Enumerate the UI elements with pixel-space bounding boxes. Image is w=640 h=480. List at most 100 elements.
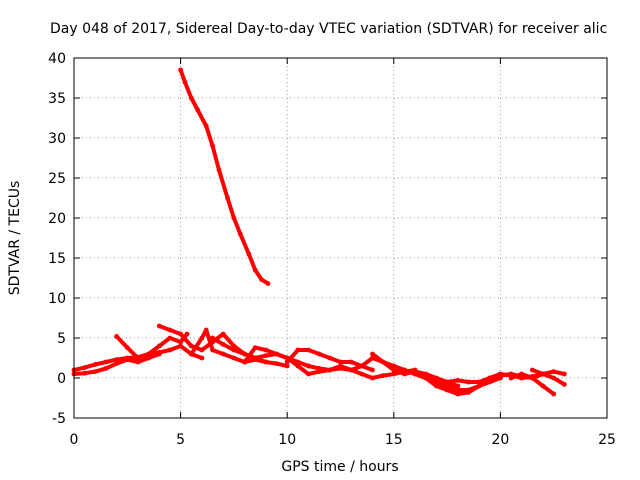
y-axis-label: SDTVAR / TECUs	[7, 181, 23, 296]
data-point-9-8	[391, 371, 397, 377]
y-tick-label: 5	[57, 331, 66, 347]
data-point-2-1	[82, 370, 88, 376]
data-point-10-1	[359, 363, 365, 369]
data-point-7-1	[252, 345, 258, 350]
data-point-13-0	[434, 379, 439, 385]
data-point-3-3	[146, 351, 152, 357]
data-point-11-2	[391, 363, 397, 369]
data-point-13-2	[455, 378, 461, 383]
data-point-9-2	[327, 367, 333, 373]
data-point-7-5	[295, 363, 301, 369]
data-point-1-4	[114, 357, 119, 362]
data-point-4-1	[167, 327, 173, 333]
data-point-15-1	[519, 371, 525, 377]
data-point-2-3	[103, 366, 109, 371]
data-point-9-1	[316, 366, 322, 371]
data-point-6-5	[263, 353, 269, 358]
data-point-5-4	[220, 351, 226, 357]
data-point-0-5	[210, 143, 216, 149]
data-point-4-3	[188, 343, 194, 349]
data-point-5-9	[274, 361, 279, 366]
data-point-5-8	[263, 359, 269, 365]
data-point-5-1	[199, 335, 205, 341]
data-point-9-0	[306, 363, 311, 369]
data-point-8-8	[370, 367, 375, 373]
data-point-8-5	[338, 359, 343, 365]
x-tick-label: 5	[176, 432, 185, 448]
data-point-0-10	[246, 251, 252, 257]
data-point-0-13	[265, 281, 271, 286]
data-point-0-3	[195, 107, 201, 113]
data-point-13-1	[444, 379, 450, 385]
data-point-4-4	[199, 347, 205, 353]
data-point-5-5	[231, 355, 237, 361]
series-line-satellite-arc-high	[178, 68, 270, 286]
data-point-2-8	[156, 351, 162, 357]
data-point-1-9	[167, 347, 173, 353]
data-point-3-4	[156, 343, 162, 349]
y-tick-label: -5	[52, 411, 66, 427]
y-tick-label: 20	[48, 211, 66, 227]
data-point-0-0	[178, 67, 184, 73]
data-point-3-1	[124, 345, 130, 350]
data-point-12-2	[423, 375, 429, 381]
x-tick-label: 20	[491, 432, 509, 448]
data-point-14-1	[498, 373, 503, 378]
data-point-16-0	[530, 367, 535, 373]
data-point-10-4	[391, 367, 397, 373]
data-point-10-7	[423, 371, 429, 377]
data-point-14-0	[487, 375, 493, 381]
data-point-10-10	[455, 383, 461, 389]
data-point-0-8	[231, 215, 237, 221]
data-point-12-4	[444, 387, 450, 393]
data-point-11-8	[455, 387, 461, 393]
data-point-1-12	[199, 355, 205, 361]
data-point-3-2	[135, 355, 141, 361]
data-point-11-0	[370, 351, 375, 357]
y-tick-label: 10	[48, 291, 66, 307]
data-point-6-2	[231, 347, 237, 353]
data-point-7-3	[274, 351, 279, 357]
x-tick-label: 10	[278, 432, 296, 448]
data-point-3-6	[178, 339, 184, 345]
data-point-0-12	[259, 277, 264, 282]
data-point-0-1	[182, 79, 188, 85]
data-point-7-6	[306, 371, 311, 377]
data-point-2-7	[146, 355, 152, 361]
data-point-14-7	[562, 371, 567, 377]
y-tick-label: 30	[48, 131, 66, 147]
data-point-12-1	[412, 371, 418, 377]
data-point-0-7	[225, 195, 230, 201]
y-tick-label: 40	[48, 51, 66, 67]
x-axis-label: GPS time / hours	[281, 459, 398, 475]
y-tick-label: 25	[48, 171, 66, 187]
data-point-4-0	[156, 323, 162, 329]
data-point-8-2	[306, 347, 311, 353]
data-point-8-4	[327, 355, 333, 361]
data-point-12-3	[434, 383, 439, 389]
data-point-13-4	[476, 379, 482, 385]
data-point-11-1	[380, 359, 386, 365]
data-point-14-6	[551, 369, 557, 374]
data-point-10-0	[348, 367, 354, 373]
data-point-0-11	[252, 267, 258, 273]
data-point-2-5	[124, 357, 130, 362]
data-point-6-4	[252, 355, 258, 361]
data-point-14-2	[508, 371, 514, 377]
data-point-0-2	[188, 95, 194, 101]
data-point-11-7	[444, 383, 450, 389]
y-tick-label: 0	[57, 371, 66, 387]
data-point-1-3	[103, 359, 109, 365]
data-point-9-3	[338, 363, 343, 369]
data-point-13-3	[466, 379, 471, 385]
data-point-16-3	[562, 382, 567, 387]
data-point-2-4	[114, 361, 119, 366]
data-point-7-2	[263, 347, 269, 353]
data-point-5-2	[203, 327, 209, 333]
data-point-12-0	[402, 367, 407, 373]
plot-frame	[73, 57, 608, 419]
y-tick-label: 15	[48, 251, 66, 267]
data-point-8-1	[295, 347, 301, 353]
x-tick-label: 25	[598, 432, 616, 448]
